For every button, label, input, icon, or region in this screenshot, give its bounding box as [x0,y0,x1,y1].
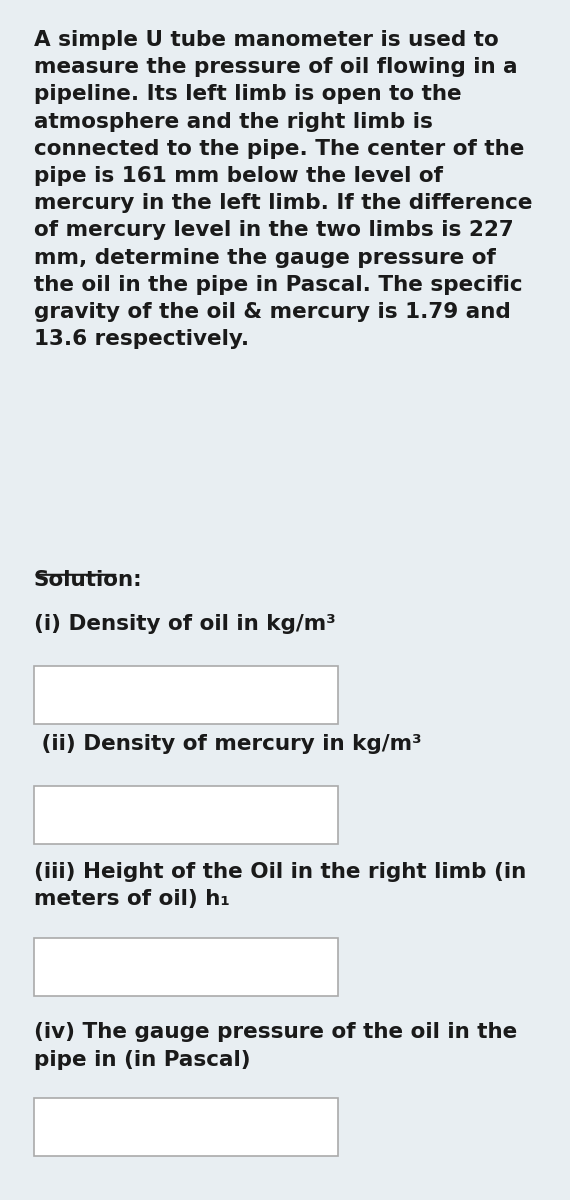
FancyBboxPatch shape [34,666,337,724]
Text: (iii) Height of the Oil in the right limb (in
meters of oil) h₁: (iii) Height of the Oil in the right lim… [34,862,526,908]
Text: A simple U tube manometer is used to
measure the pressure of oil flowing in a
pi: A simple U tube manometer is used to mea… [34,30,532,349]
Text: (iv) The gauge pressure of the oil in the
pipe in (in Pascal): (iv) The gauge pressure of the oil in th… [34,1022,517,1069]
FancyBboxPatch shape [34,938,337,996]
Text: Solution:: Solution: [34,570,142,590]
Text: (ii) Density of mercury in kg/m³: (ii) Density of mercury in kg/m³ [34,734,421,755]
Text: (i) Density of oil in kg/m³: (i) Density of oil in kg/m³ [34,614,335,635]
FancyBboxPatch shape [34,786,337,844]
FancyBboxPatch shape [34,1098,337,1156]
